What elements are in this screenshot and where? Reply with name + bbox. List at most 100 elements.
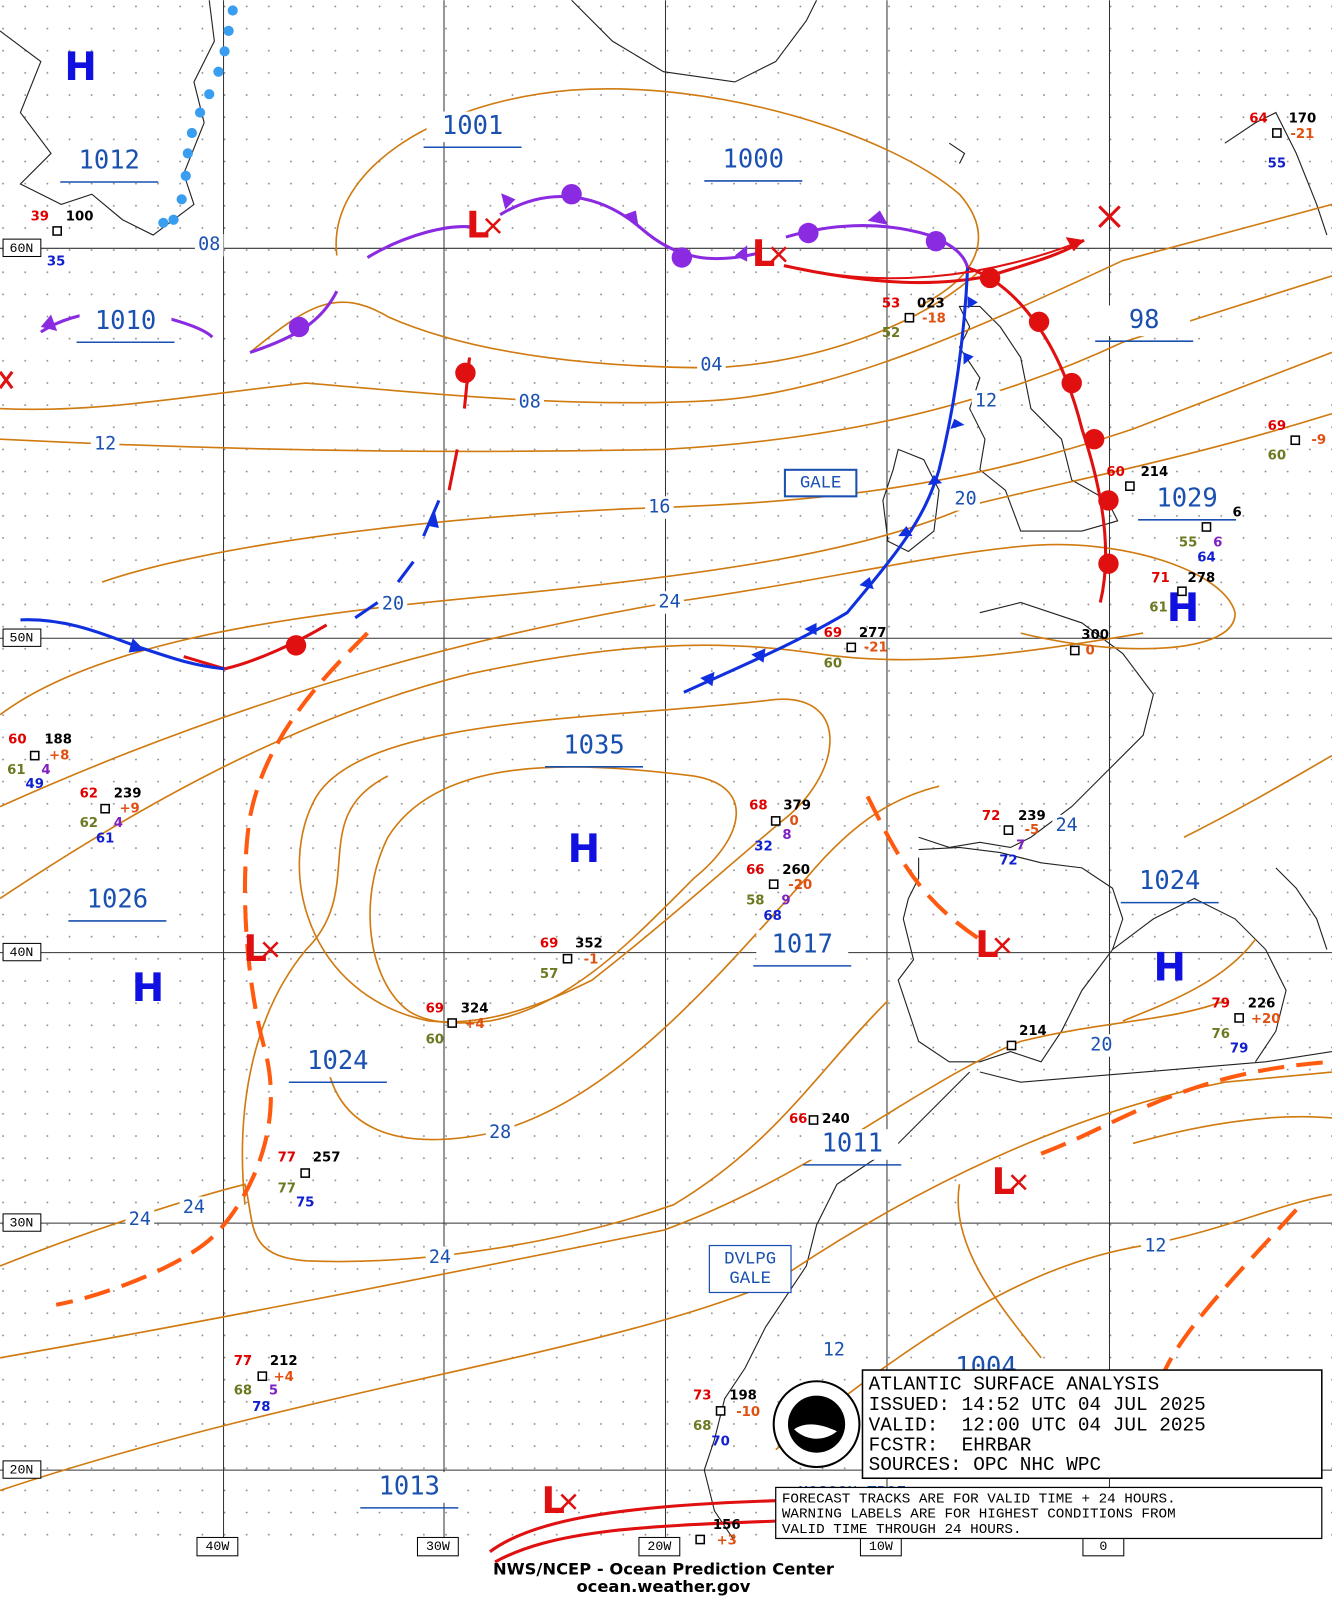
isobar-label-bg (485, 1122, 515, 1145)
station-value: 8 (782, 828, 791, 843)
station-marker (257, 1371, 268, 1382)
high-center: H (64, 45, 96, 90)
pressure-label-bg (806, 1129, 899, 1160)
station-marker (300, 1168, 311, 1178)
station-value: 58 (746, 894, 764, 909)
isobar-label-bg (125, 1208, 155, 1232)
info-title: ATLANTIC SURFACE ANALYSIS (869, 1373, 1160, 1395)
station-value: 60 (824, 657, 842, 672)
station-value: 68 (234, 1383, 252, 1398)
station-value: 69 (426, 1002, 444, 1017)
isobar-label: 28 (489, 1122, 511, 1143)
station-value: +4 (274, 1370, 294, 1385)
graticule (0, 0, 1332, 1542)
isobar-label: 20 (1090, 1034, 1112, 1055)
station-value: 188 (44, 732, 72, 747)
station-value: 68 (763, 909, 781, 924)
isobar-label-bg (515, 391, 545, 414)
info-forecaster: FCSTR: EHRBAR (869, 1435, 1032, 1457)
station-value: -20 (788, 878, 812, 893)
isobar-label-bg (1052, 814, 1081, 838)
isobar-label: 24 (129, 1209, 151, 1230)
lon-label: 40W (205, 1539, 229, 1554)
info-sources: SOURCES: OPC NHC WPC (869, 1454, 1102, 1476)
isobar-label: 04 (700, 355, 722, 376)
lon-label: 20W (647, 1539, 671, 1554)
info-valid: VALID: 12:00 UTC 04 JUL 2025 (869, 1414, 1206, 1436)
station-value: 257 (313, 1151, 341, 1166)
isobar-label: 12 (94, 433, 116, 454)
low-x (484, 217, 502, 234)
station-value: 55 (1179, 535, 1197, 550)
station-marker (1125, 481, 1135, 491)
station-value: 239 (114, 786, 142, 801)
station-marker (447, 1018, 458, 1028)
forecast-track (785, 239, 1085, 280)
station-marker (770, 816, 781, 826)
low-center: L (466, 203, 489, 246)
note-line: FORECAST TRACKS ARE FOR VALID TIME + 24 … (782, 1491, 1176, 1507)
station-value: 61 (7, 763, 25, 778)
low-center: L (752, 232, 775, 275)
low-center: L (992, 1160, 1015, 1203)
troughs (55, 631, 1332, 1374)
isobar-label: 12 (823, 1340, 845, 1361)
station-marker (695, 1534, 706, 1545)
station-value: 68 (749, 799, 767, 814)
station-value: 60 (1106, 465, 1124, 480)
station-value: 75 (296, 1196, 314, 1211)
isobar-label-bg (697, 354, 726, 377)
coastlines (0, 0, 1332, 1542)
station-value: +9 (119, 802, 139, 817)
station-value: 73 (693, 1389, 711, 1404)
station-value: 9 (781, 894, 790, 909)
pressure-label-bg (426, 111, 519, 143)
low-center: L (243, 927, 266, 970)
station-value: 6 (1213, 535, 1222, 550)
isobar-label: 24 (429, 1247, 451, 1268)
warning-label: GALE (729, 1270, 771, 1289)
station-marker (1006, 1040, 1017, 1051)
station-value: 72 (982, 809, 1000, 824)
low-center: L (542, 1479, 565, 1522)
station-value: 278 (1188, 571, 1216, 586)
station-value: 72 (999, 854, 1017, 869)
lon-label: 0 (1099, 1539, 1107, 1554)
lon-label-box (638, 1536, 681, 1557)
station-value: 5 (269, 1383, 278, 1398)
station-value: 79 (1212, 997, 1230, 1012)
pressure-label: 1011 (822, 1128, 883, 1158)
station-value: 77 (278, 1151, 296, 1166)
station-value: 214 (1019, 1024, 1047, 1039)
lat-label: 40N (10, 945, 34, 960)
station-marker (100, 803, 110, 814)
lat-label-box (2, 1213, 42, 1232)
station-marker (1234, 1013, 1244, 1023)
lon-label: 30W (426, 1539, 450, 1554)
station-value: 379 (783, 799, 811, 814)
isobar-label-bg (179, 1196, 209, 1219)
isobar-label-bg (1141, 1235, 1170, 1258)
station-value: 7 (1016, 838, 1025, 853)
lat-label: 20N (10, 1463, 34, 1478)
station-value: 62 (80, 786, 98, 801)
station-value: 35 (47, 255, 65, 270)
station-value: 64 (1249, 112, 1267, 127)
note-line: VALID TIME THROUGH 24 HOURS. (782, 1522, 1022, 1538)
warning-label: DVLPG (724, 1250, 776, 1269)
station-value: 61 (96, 831, 114, 846)
station-value: 61 (1149, 601, 1167, 616)
pressure-label: 1001 (442, 111, 503, 141)
low-x (560, 1493, 577, 1510)
station-value: -5 (1025, 823, 1040, 838)
pressure-label-bg (79, 306, 172, 338)
station-value: 39 (31, 210, 49, 225)
station-value: 214 (1141, 465, 1169, 480)
isobar-label: 08 (198, 234, 220, 255)
pressure-label: 1012 (79, 146, 140, 176)
note-line: WARNING LABELS ARE FOR HIGHEST CONDITION… (782, 1507, 1176, 1523)
station-value: 71 (1151, 571, 1169, 586)
info-issued: ISSUED: 14:52 UTC 04 JUL 2025 (869, 1394, 1206, 1416)
pressure-label-bg (71, 885, 164, 916)
